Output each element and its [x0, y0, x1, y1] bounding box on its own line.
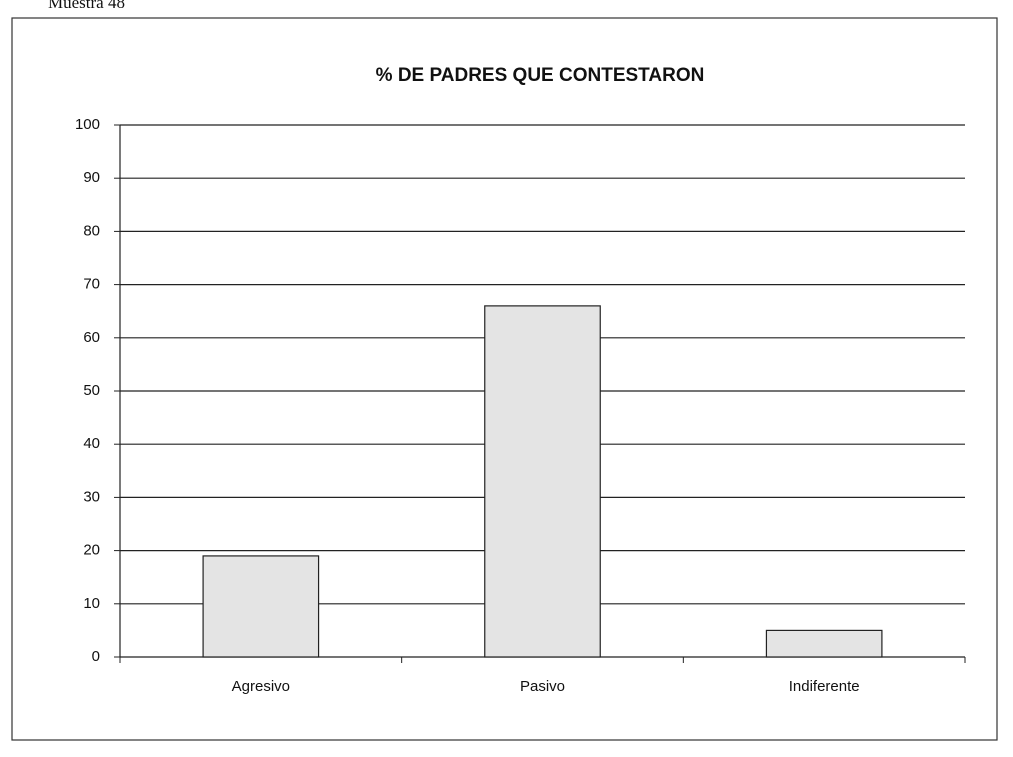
y-tick-label: 60: [83, 329, 100, 346]
x-tick-label: Indiferente: [789, 678, 860, 695]
y-tick-label: 0: [92, 648, 100, 665]
y-tick-label: 100: [75, 116, 100, 133]
y-tick-label: 20: [83, 542, 100, 559]
y-tick-label: 90: [83, 169, 100, 186]
y-tick-label: 40: [83, 435, 100, 452]
y-tick-label: 10: [83, 595, 100, 612]
y-tick-label: 70: [83, 276, 100, 293]
caption: Muestra 48: [48, 0, 125, 12]
bar: [484, 305, 601, 658]
y-tick-label: 50: [83, 382, 100, 399]
x-tick-label: Pasivo: [520, 678, 565, 695]
y-tick-label: 30: [83, 488, 100, 505]
x-tick-label: Agresivo: [232, 678, 290, 695]
bar: [202, 555, 320, 658]
bar: [765, 629, 883, 658]
y-tick-label: 80: [83, 222, 100, 239]
chart-title: % DE PADRES QUE CONTESTARON: [376, 65, 705, 86]
